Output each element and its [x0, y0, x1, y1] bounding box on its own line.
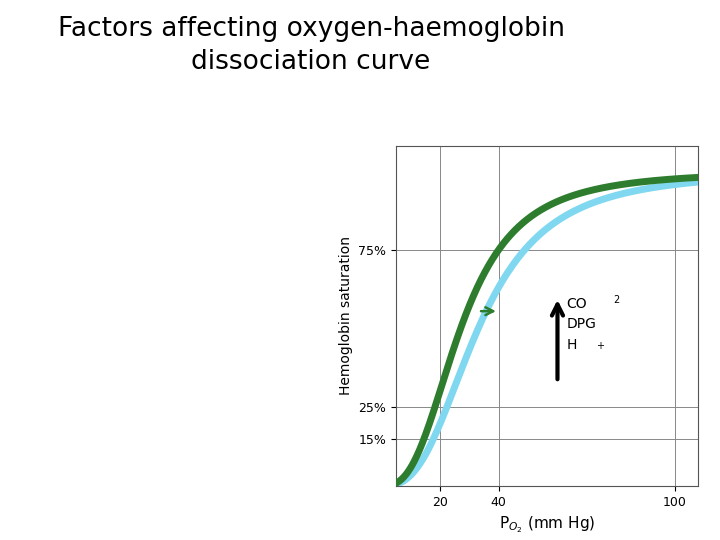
- Text: CO: CO: [567, 297, 587, 311]
- Text: 2: 2: [613, 295, 619, 306]
- Text: Factors affecting oxygen-haemoglobin
dissociation curve: Factors affecting oxygen-haemoglobin dis…: [58, 16, 564, 75]
- Text: DPG: DPG: [567, 318, 596, 332]
- Y-axis label: Hemoglobin saturation: Hemoglobin saturation: [338, 237, 353, 395]
- Text: +: +: [595, 341, 603, 351]
- Text: H: H: [567, 338, 577, 352]
- X-axis label: P$_{O_2}$ (mm Hg): P$_{O_2}$ (mm Hg): [499, 514, 595, 535]
